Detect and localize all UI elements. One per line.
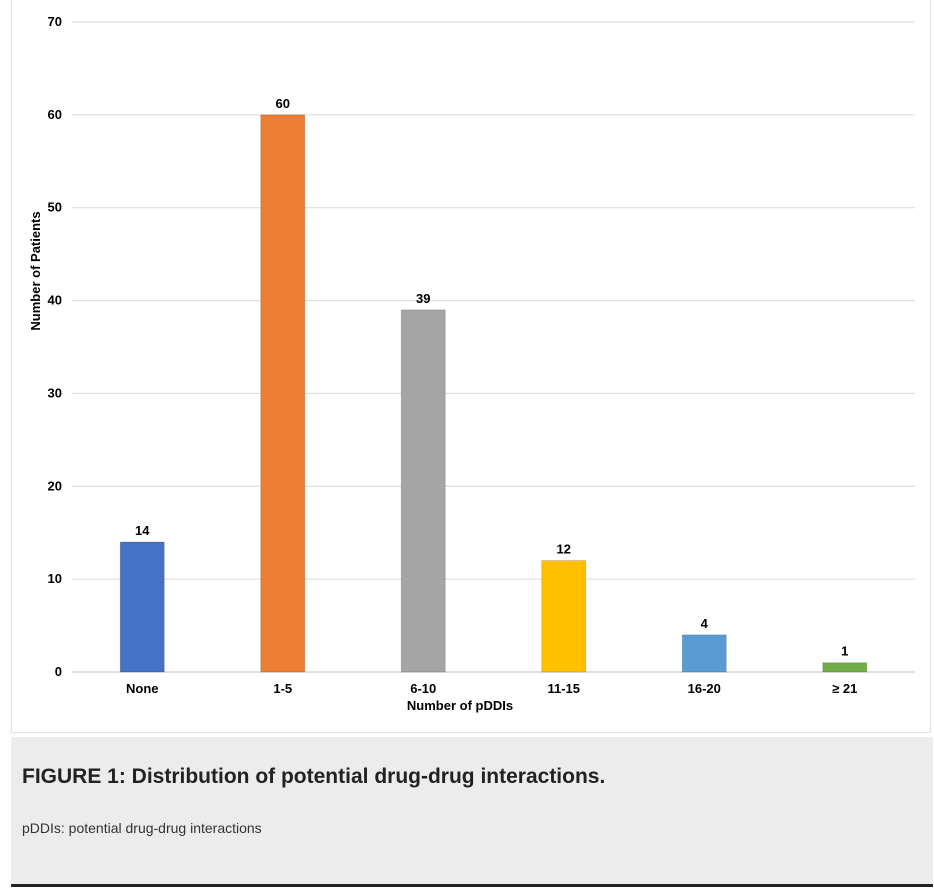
bar <box>119 541 165 673</box>
y-tick-label: 30 <box>48 385 62 400</box>
gridlines <box>72 21 915 673</box>
data-label: 60 <box>276 96 290 111</box>
data-label: 1 <box>841 644 848 659</box>
x-tick-label: 16-20 <box>688 681 721 696</box>
bar <box>400 309 446 673</box>
data-label: 39 <box>416 291 430 306</box>
x-tick-label: None <box>126 681 159 696</box>
bar <box>541 560 587 673</box>
data-label: 14 <box>135 523 150 538</box>
x-tick-label: 11-15 <box>547 681 580 696</box>
bar <box>681 634 727 673</box>
bar <box>260 114 306 673</box>
figure-caption: FIGURE 1: Distribution of potential drug… <box>11 737 933 885</box>
x-axis-title: Number of pDDIs <box>407 698 513 713</box>
x-tick-label: 1-5 <box>273 681 292 696</box>
x-tick-label: 6-10 <box>410 681 436 696</box>
data-label: 12 <box>557 542 571 557</box>
y-tick-label: 40 <box>48 293 62 308</box>
x-tick-label: ≥ 21 <box>832 681 857 696</box>
chart-frame: 0 10 20 30 40 50 60 70 14 60 39 12 4 1 None 1-5 6-10 11… <box>11 0 931 733</box>
y-tick-label: 60 <box>48 107 62 122</box>
figure-note: pDDIs: potential drug-drug interactions <box>22 820 262 836</box>
y-tick-label: 10 <box>48 571 62 586</box>
y-tick-label: 70 <box>48 14 62 29</box>
bars <box>119 114 868 673</box>
y-tick-labels: 0 10 20 30 40 50 60 70 <box>48 14 62 679</box>
data-labels: 14 60 39 12 4 1 <box>135 96 848 659</box>
y-tick-label: 0 <box>55 664 62 679</box>
caption-bottom-rule <box>11 884 933 887</box>
y-tick-label: 50 <box>48 200 62 215</box>
y-tick-label: 20 <box>48 478 62 493</box>
figure-title: FIGURE 1: Distribution of potential drug… <box>22 765 606 788</box>
bar-chart: 0 10 20 30 40 50 60 70 14 60 39 12 4 1 None 1-5 6-10 11… <box>28 14 915 713</box>
x-tick-labels: None 1-5 6-10 11-15 16-20 ≥ 21 <box>126 681 857 696</box>
y-axis-title: Number of Patients <box>28 211 43 330</box>
bar <box>822 662 868 673</box>
data-label: 4 <box>701 616 709 631</box>
